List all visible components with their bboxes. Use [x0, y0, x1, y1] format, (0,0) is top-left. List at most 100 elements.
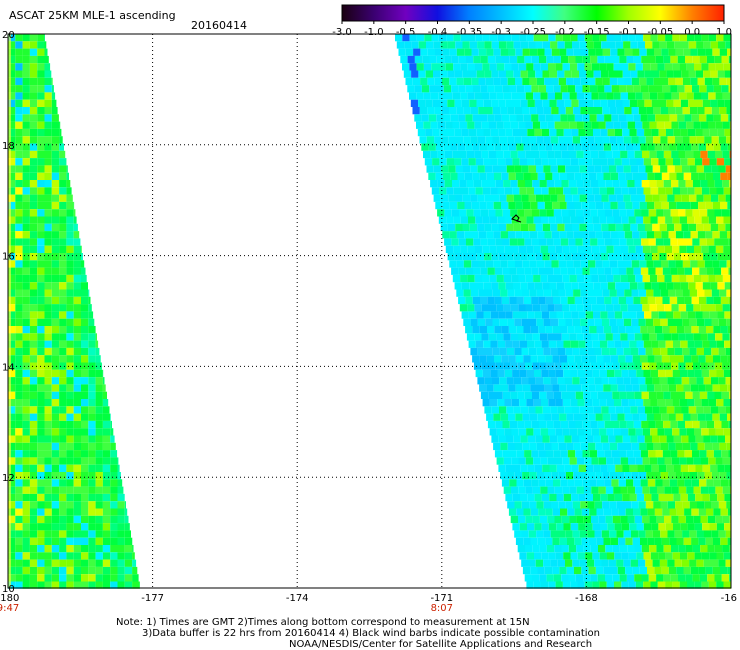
swath-cell — [646, 77, 654, 86]
swath-cell — [614, 552, 622, 560]
swath-cell — [699, 55, 707, 64]
swath-cell — [572, 165, 580, 173]
swath-cell — [638, 136, 646, 144]
swath-cell — [542, 435, 550, 443]
swath-cell — [626, 209, 635, 217]
swath-cell — [699, 391, 708, 399]
swath-cell — [699, 420, 707, 429]
swath-cell — [15, 515, 23, 524]
swath-cell — [512, 493, 520, 502]
swath-cell — [635, 581, 644, 589]
swath-cell — [726, 260, 731, 268]
swath-cell — [88, 428, 96, 436]
swath-cell — [553, 114, 561, 122]
swath-cell — [603, 537, 611, 545]
swath-cell — [532, 391, 540, 399]
swath-cell — [701, 63, 709, 71]
swath-cell — [562, 245, 570, 253]
swath-cell — [544, 566, 553, 575]
swath-cell — [579, 559, 587, 567]
swath-cell — [711, 136, 719, 144]
swath-cell — [591, 515, 599, 524]
swath-cell — [437, 150, 445, 159]
swath-cell — [15, 187, 23, 195]
swath-cell — [73, 391, 81, 399]
swath-cell — [467, 245, 475, 253]
swath-cell — [569, 486, 577, 494]
swath-cell — [593, 99, 601, 107]
swath-cell — [621, 552, 629, 560]
swath-cell — [8, 347, 16, 356]
swath-cell — [591, 121, 599, 129]
swath-cell — [485, 318, 493, 326]
swath-cell — [657, 399, 666, 407]
swath-cell — [727, 537, 731, 545]
swath-cell — [682, 530, 690, 538]
swath-cell — [650, 245, 658, 253]
swath-cell — [598, 121, 606, 129]
swath-cell — [597, 85, 605, 93]
swath-cell — [621, 245, 629, 253]
swath-cell — [563, 158, 571, 166]
swath-cell — [505, 282, 513, 290]
swath-cell — [51, 413, 60, 421]
swath-cell — [711, 559, 719, 567]
swath-cell — [81, 311, 89, 319]
swath-cell — [645, 41, 653, 49]
swath-cell — [623, 406, 631, 414]
swath-cell — [632, 566, 640, 575]
swath-cell — [500, 413, 508, 421]
swath-cell — [646, 260, 654, 268]
swath-cell — [59, 128, 62, 137]
swath-cell — [15, 537, 23, 545]
swath-cell — [15, 194, 23, 202]
swath-cell — [455, 223, 463, 232]
swath-cell — [59, 289, 67, 297]
swath-cell — [687, 552, 695, 560]
swath-cell — [682, 136, 690, 144]
swath-cell — [88, 347, 96, 356]
swath-cell — [677, 55, 685, 64]
swath-cell — [713, 85, 722, 93]
swath-cell — [574, 172, 582, 180]
swath-cell — [692, 420, 700, 429]
colorbar-tick-label: -0.4 — [428, 27, 448, 38]
swath-cell — [616, 136, 624, 144]
swath-cell — [566, 48, 574, 56]
swath-cell — [597, 450, 605, 458]
swath-cell — [670, 450, 678, 458]
swath-cell — [472, 355, 480, 363]
swath-cell — [715, 457, 723, 465]
swath-cell — [669, 355, 677, 363]
swath-cell — [709, 552, 717, 560]
swath-cell — [473, 55, 481, 64]
swath-cell — [710, 282, 718, 290]
swath-cell — [15, 574, 23, 582]
swath-cell — [590, 545, 598, 553]
swath-cell — [483, 282, 492, 290]
swath-cell — [51, 326, 60, 334]
swath-cell — [479, 384, 487, 392]
swath-cell — [8, 340, 16, 348]
swath-cell — [666, 99, 674, 107]
swath-cell — [484, 223, 492, 232]
swath-cell — [44, 121, 52, 129]
swath-cell — [546, 391, 554, 399]
swath-cell — [728, 479, 731, 487]
swath-cell — [73, 216, 77, 224]
swath-cell — [8, 450, 16, 458]
swath-cell — [609, 289, 617, 297]
swath-cell — [652, 41, 660, 49]
swath-cell — [518, 515, 526, 524]
swath-cell — [564, 99, 572, 107]
swath-cell — [534, 369, 542, 378]
swath-cell — [22, 143, 30, 151]
swath-cell — [602, 231, 611, 239]
swath-cell — [612, 333, 621, 341]
swath-cell — [586, 282, 594, 290]
swath-cell — [703, 70, 711, 78]
swath-cell — [117, 530, 125, 538]
swath-cell — [527, 253, 536, 261]
swath-cell — [653, 472, 661, 480]
swath-cell — [596, 537, 604, 545]
